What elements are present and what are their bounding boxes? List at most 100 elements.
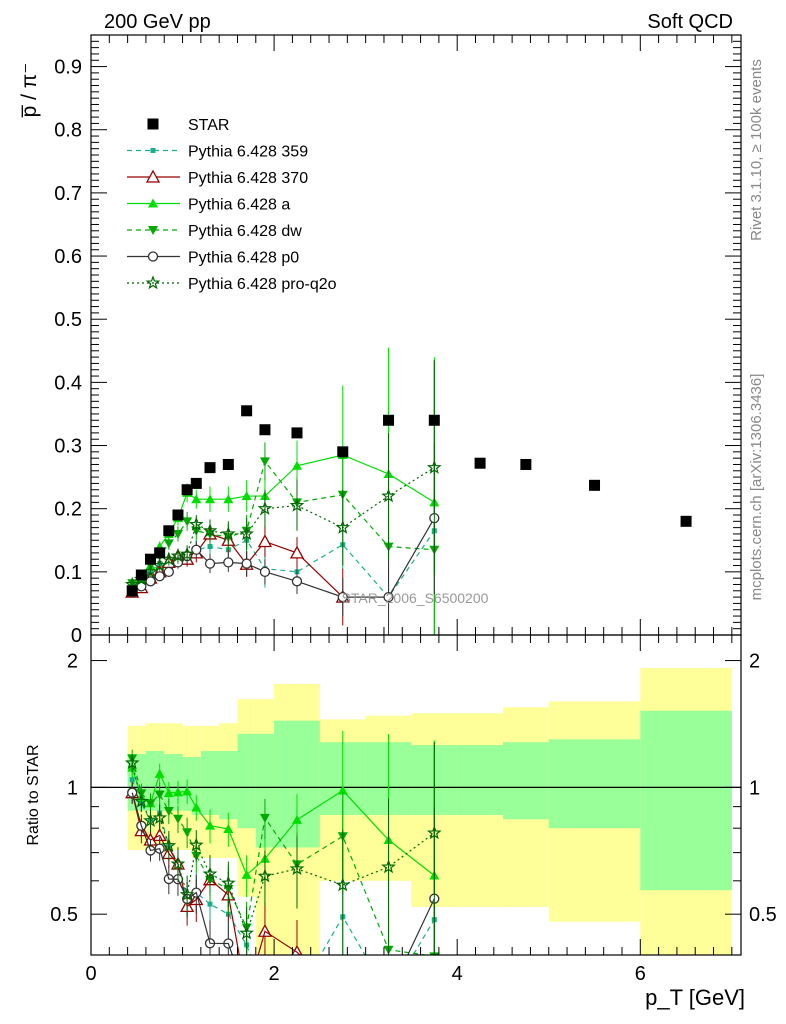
axes: 0 2 4 6 0 0.1 0.2 0.3 0.4 0.5 0.6 0.7 0.8 0.9 0.5 0.5 1 1…: [50, 34, 777, 985]
star-point: [181, 484, 193, 496]
series-5-point: [170, 548, 186, 563]
x-axis-label: p_T [GeV]: [645, 985, 745, 1010]
series-1-ratio-point: [241, 990, 253, 1001]
legend-marker: [148, 226, 158, 235]
series-5-point: [381, 488, 396, 503]
star-point: [241, 405, 253, 417]
series-5-point: [239, 526, 254, 541]
series-5-ratio-point: [289, 861, 305, 876]
x-tick-label: 2: [269, 963, 280, 985]
star-point: [190, 477, 202, 489]
main-y-tick-label: 0.8: [54, 120, 82, 142]
ratio-band-stat: [548, 739, 641, 829]
legend-item: Pythia 6.428 pro-q2o: [127, 275, 337, 293]
rivet-label: Rivet 3.1.10, ≥ 100k events: [748, 59, 765, 241]
ratio-ylabel: Ratio to STAR: [25, 744, 42, 845]
ratio-band-stat: [191, 757, 201, 815]
series-5-ratio-point: [188, 837, 204, 852]
legend-item: Pythia 6.428 359: [127, 144, 308, 161]
series-4-point: [241, 558, 252, 569]
series-5-ratio-point: [124, 755, 140, 770]
main-y-tick-label: 0.5: [54, 309, 82, 331]
legend-marker: [147, 118, 159, 130]
legend-label: Pythia 6.428 p0: [188, 250, 299, 267]
series-3-point: [259, 457, 270, 467]
ratio-y-tick-label-left: 2: [67, 651, 78, 673]
legend-item: Pythia 6.428 p0: [127, 250, 299, 267]
legend-marker: [145, 275, 161, 290]
series-2-point: [241, 491, 252, 501]
series-5-point: [335, 519, 351, 534]
star-point: [474, 457, 486, 469]
star-point: [291, 427, 303, 439]
star-point: [222, 458, 234, 470]
main-y-tick-label: 0: [71, 625, 82, 647]
legend-item: Pythia 6.428 370: [127, 169, 308, 187]
ratio-band-stat: [502, 742, 549, 820]
series-1-ratio-point: [337, 990, 349, 1001]
legend-item: STAR: [147, 117, 229, 134]
series-5-point: [179, 546, 195, 561]
series-4-ratio-line: [131, 792, 435, 955]
series-3-point: [182, 517, 193, 527]
main-ylabel: p̅ / π⁻: [18, 63, 41, 119]
series-5-ratio-point: [134, 793, 149, 808]
series-5-point: [202, 523, 218, 538]
series-5-point: [220, 526, 236, 541]
series-4-point: [154, 571, 165, 582]
legend-label: Pythia 6.428 pro-q2o: [188, 276, 337, 293]
star-point: [589, 479, 601, 491]
legend-label: Pythia 6.428 a: [188, 197, 290, 214]
series-5-ratio-point: [202, 866, 218, 881]
series-5-ratio-line: [131, 762, 435, 936]
star-point: [383, 414, 395, 426]
ratio-panel: [91, 668, 741, 1001]
main-y-tick-label: 0.9: [54, 57, 82, 79]
ratio-y-tick-label-right: 2: [749, 651, 760, 673]
series-5-point: [257, 500, 273, 515]
ratio-band-stat: [136, 754, 146, 811]
main-y-tick-label: 0.3: [54, 436, 82, 458]
series-5-ratio-point: [335, 877, 351, 892]
ratio-band-stat: [145, 750, 156, 811]
series-1-ratio-point: [291, 944, 303, 955]
series-0-line: [131, 530, 435, 599]
series-4-ratio-point: [242, 991, 251, 1000]
ratio-band-stat: [255, 733, 275, 848]
series-5-ratio: [124, 742, 442, 955]
series-3-ratio-point: [154, 790, 165, 800]
series-0-point: [207, 544, 213, 550]
legend-item: Pythia 6.428 a: [127, 197, 290, 214]
series-4-line: [131, 517, 435, 598]
series-5-point: [188, 516, 204, 531]
star-point: [163, 525, 175, 537]
legend-label: Pythia 6.428 359: [188, 144, 308, 161]
ratio-band-stat: [237, 733, 256, 829]
series-5-point: [289, 497, 305, 512]
series-5-line: [131, 467, 435, 585]
ratio-band-stat: [640, 710, 732, 891]
analysis-watermark: STAR_2006_S6500200: [342, 590, 489, 606]
series-4-ratio: [127, 782, 440, 1000]
series-4-point: [163, 566, 174, 577]
series-5-ratio-point: [161, 837, 177, 852]
mcplots-label: mcplots.cern.ch [arXiv:1306.3436]: [748, 374, 765, 601]
series-3-ratio-line: [131, 758, 430, 955]
series-4-point: [259, 566, 271, 577]
ratio-y-tick-label-right: 1: [749, 777, 760, 799]
star-point: [204, 462, 216, 474]
star-point: [428, 414, 440, 426]
series-4-point: [383, 591, 394, 603]
series-4-point: [337, 591, 348, 603]
header-right: Soft QCD: [647, 11, 733, 33]
series-3-point: [163, 539, 174, 549]
series-2-ratio-line: [131, 767, 435, 876]
series-2-point: [191, 494, 202, 504]
legend-marker: [147, 251, 159, 262]
star-point: [154, 547, 166, 559]
star-point: [259, 424, 271, 436]
series-5-ratio-point: [170, 856, 186, 871]
star-point: [337, 446, 349, 458]
series-5-main: [124, 360, 442, 591]
star-point: [126, 585, 138, 597]
